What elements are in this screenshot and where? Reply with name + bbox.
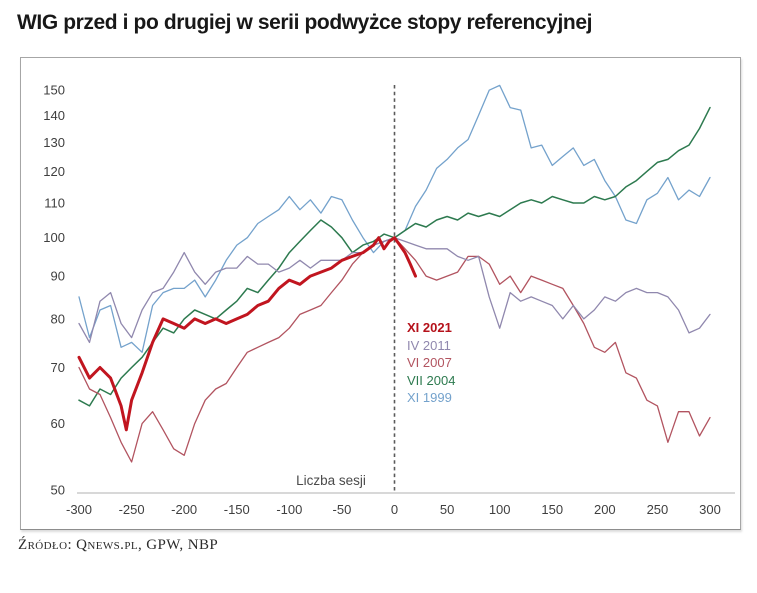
y-axis-tick-label: 100	[43, 230, 65, 245]
y-axis-tick-label: 140	[43, 108, 65, 123]
x-axis-tick-label: -250	[119, 502, 145, 517]
legend-item-vii-2004: VII 2004	[407, 372, 456, 388]
chart-panel: 50 60 70 80 90 100 110 120 130 140 150 -300 -250 -200…	[20, 57, 741, 530]
x-axis-tick-label: -100	[276, 502, 302, 517]
y-axis-tick-label: 130	[43, 135, 65, 150]
legend-item-xi-1999: XI 1999	[407, 390, 452, 405]
y-axis-tick-label: 90	[51, 269, 65, 284]
series-line-xi-2021	[77, 236, 417, 432]
x-axis-tick-label: 100	[489, 502, 511, 517]
line-chart: 50 60 70 80 90 100 110 120 130 140 150 -300 -250 -200…	[43, 83, 735, 517]
y-axis-tick-label: 150	[43, 83, 65, 98]
y-axis-tick-label: 70	[51, 360, 65, 375]
x-axis-tick-label: 50	[440, 502, 454, 517]
y-axis-tick-label: 80	[51, 311, 65, 326]
page-title: WIG przed i po drugiej w serii podwyżce …	[17, 11, 593, 34]
x-axis-tick-label: -150	[224, 502, 250, 517]
x-axis-tick-label: 0	[391, 502, 398, 517]
legend-item-iv-2011: IV 2011	[407, 337, 451, 353]
x-axis-tick-label: 150	[541, 502, 563, 517]
x-axis-tick-label: -300	[66, 502, 92, 517]
x-axis-title: Liczba sesji	[296, 473, 366, 488]
chart-legend: XI 2021 IV 2011 VI 2007 VII 2004 XI 1999	[407, 319, 455, 407]
y-axis-tick-label: 50	[51, 483, 65, 498]
y-axis-tick-label: 120	[43, 164, 65, 179]
x-axis-tick-label: 200	[594, 502, 616, 517]
source-attribution: Źródło: Qnews.pl, GPW, NBP	[18, 537, 219, 553]
x-axis-tick-label: -200	[171, 502, 197, 517]
legend-item-vi-2007: VI 2007	[407, 355, 452, 370]
y-axis-tick-label: 110	[44, 196, 65, 211]
x-axis-tick-label: -50	[333, 502, 352, 517]
x-axis-tick-label: 250	[647, 502, 669, 517]
legend-item-xi-2021: XI 2021	[407, 320, 452, 335]
y-axis-tick-label: 60	[51, 416, 65, 431]
x-axis-tick-label: 300	[699, 502, 721, 517]
